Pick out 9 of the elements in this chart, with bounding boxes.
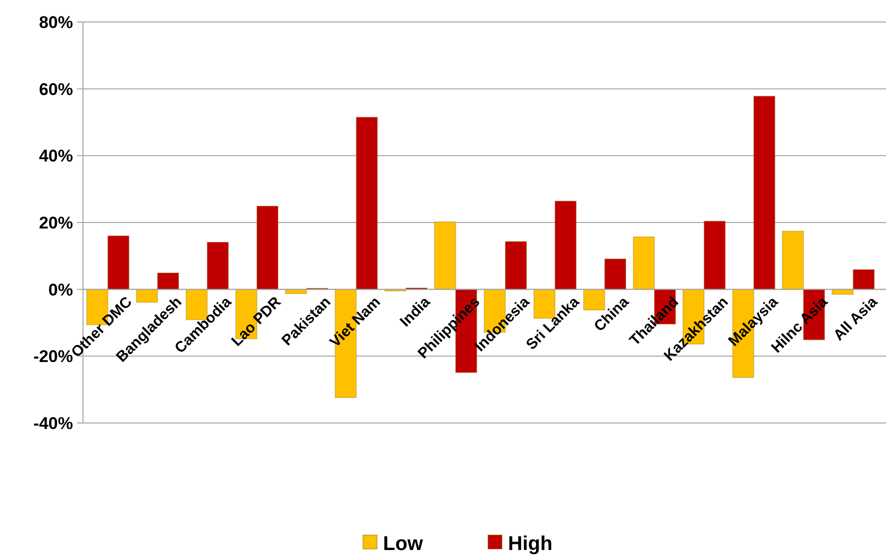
legend-label: High [508,533,552,555]
y-tick-label: 80% [38,12,73,32]
y-tick-label: -20% [33,347,73,366]
y-tick-label: 40% [38,146,73,166]
legend-label: Low [383,533,424,555]
y-tick-label: 60% [38,80,73,99]
y-tick-label: 20% [38,213,73,232]
y-tick-label: 0% [48,280,73,300]
y-tick-label: -40% [33,414,73,433]
